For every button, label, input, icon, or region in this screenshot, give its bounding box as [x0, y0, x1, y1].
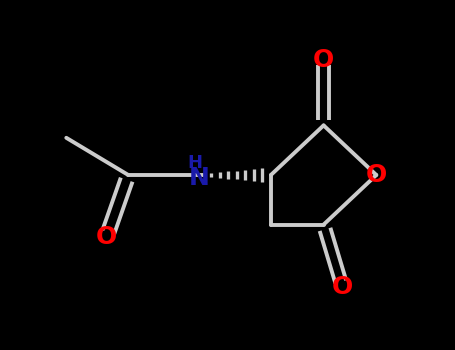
- Text: O: O: [96, 225, 117, 249]
- Text: O: O: [366, 163, 387, 187]
- Text: H: H: [188, 154, 203, 172]
- Text: O: O: [313, 48, 334, 72]
- Text: N: N: [189, 166, 210, 190]
- Text: O: O: [332, 275, 353, 299]
